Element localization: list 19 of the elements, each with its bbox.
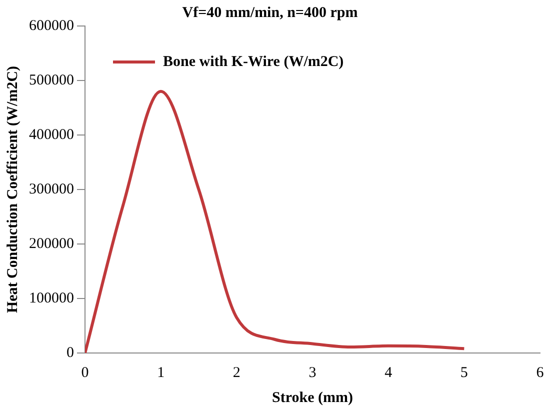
y-axis-title: Heat Conduction Coefficient (W/m2C)	[4, 66, 21, 314]
y-tick-label: 200000	[29, 236, 74, 252]
x-tick-label: 1	[157, 364, 165, 381]
x-tick-label: 5	[460, 364, 468, 381]
legend-label: Bone with K-Wire (W/m2C)	[163, 54, 344, 70]
line-series	[85, 90, 466, 353]
y-tick-label: 400000	[29, 126, 74, 143]
y-tick-label: 300000	[29, 181, 74, 198]
y-tick-label: 0	[66, 344, 74, 361]
x-tick-label: 0	[81, 364, 89, 381]
chart-title: Vf=40 mm/min, n=400 rpm	[182, 4, 358, 21]
x-tick-label: 6	[536, 364, 544, 381]
y-tick-label: 100000	[29, 290, 74, 306]
x-tick-label: 2	[232, 364, 240, 381]
y-tick-label: 500000	[29, 72, 74, 88]
x-tick-label: 4	[384, 364, 393, 381]
x-axis-title: Stroke (mm)	[272, 390, 353, 406]
y-tick-label: 600000	[29, 18, 74, 34]
x-tick-label: 3	[308, 364, 316, 381]
